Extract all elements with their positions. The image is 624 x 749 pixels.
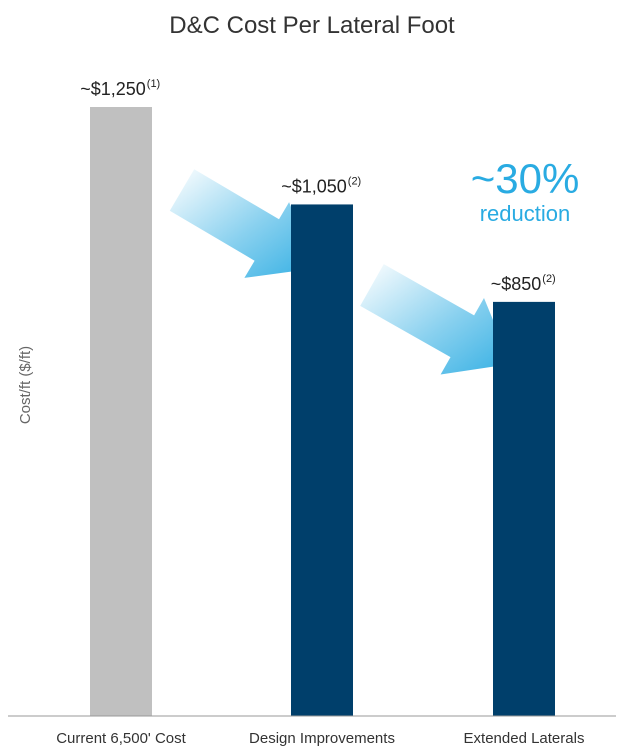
value-label-3: ~$850 [491,274,542,294]
category-label-1: Current 6,500' Cost [56,730,186,747]
y-axis-label: Cost/ft ($/ft) [17,346,34,424]
reduction-label: reduction [480,201,571,226]
value-label-1: ~$1,250 [80,79,146,99]
arrows-group [169,169,511,375]
category-label-2: Design Improvements [249,730,395,747]
footnote-1: (1) [147,78,160,90]
bars-group [90,107,555,716]
category-labels-group: Current 6,500' Cost Design Improvements Ex… [56,730,584,747]
reduction-arrow-1 [169,169,315,278]
value-label-2: ~$1,050 [281,176,347,196]
reduction-arrow-2 [360,264,511,375]
bar-2 [291,204,353,716]
value-labels-group: ~$1,250 (1)~$1,050 (2)~$850 (2) [80,78,556,294]
footnote-3: (2) [542,273,555,285]
reduction-percent: ~30% [471,155,580,202]
chart-title: D&C Cost Per Lateral Foot [169,12,455,39]
footnote-2: (2) [348,175,361,187]
bar-1 [90,107,152,716]
bar-3 [493,301,555,716]
category-label-3: Extended Laterals [464,730,585,747]
